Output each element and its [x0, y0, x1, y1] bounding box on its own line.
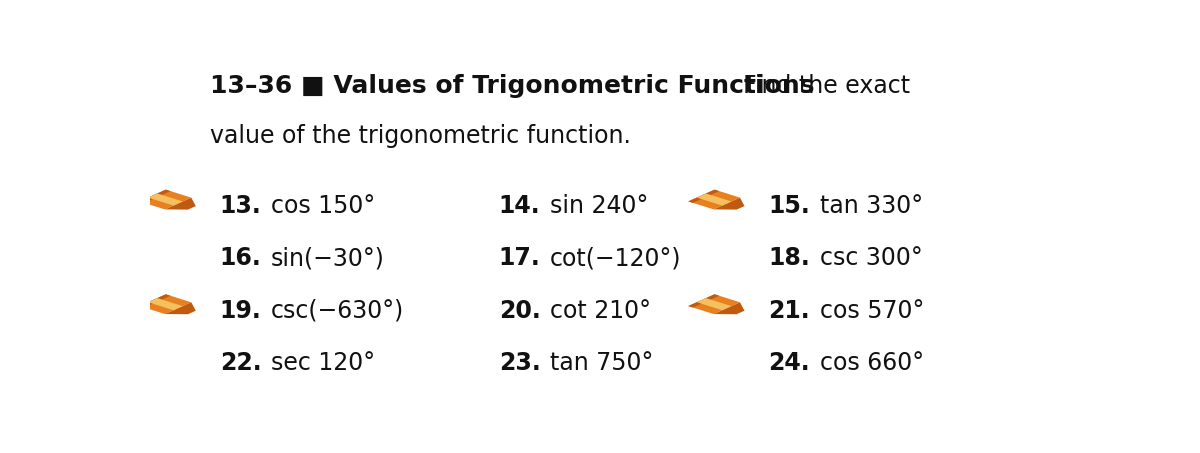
Text: sin(−30°): sin(−30°)	[271, 246, 385, 270]
Text: csc 300°: csc 300°	[820, 246, 923, 270]
Polygon shape	[737, 206, 744, 210]
Text: sin 240°: sin 240°	[550, 194, 648, 218]
Text: cot(−120°): cot(−120°)	[550, 246, 682, 270]
Text: 23.: 23.	[499, 351, 540, 375]
Text: 21.: 21.	[768, 299, 810, 323]
Polygon shape	[139, 294, 170, 308]
Text: 15.: 15.	[768, 194, 810, 218]
Text: 24.: 24.	[768, 351, 810, 375]
Polygon shape	[188, 311, 196, 314]
Text: tan 750°: tan 750°	[550, 351, 653, 375]
Polygon shape	[697, 193, 732, 206]
Text: cos 570°: cos 570°	[820, 299, 924, 323]
Polygon shape	[689, 294, 719, 308]
Polygon shape	[689, 190, 719, 203]
Text: 17.: 17.	[499, 246, 540, 270]
Polygon shape	[737, 311, 744, 314]
Text: 13–36 ■ Values of Trigonometric Functions: 13–36 ■ Values of Trigonometric Function…	[210, 73, 815, 97]
Text: sec 120°: sec 120°	[271, 351, 376, 375]
Polygon shape	[139, 190, 191, 209]
Text: cos 150°: cos 150°	[271, 194, 376, 218]
Text: Find the exact: Find the exact	[743, 73, 911, 97]
Text: csc(−630°): csc(−630°)	[271, 299, 404, 323]
Polygon shape	[148, 193, 182, 206]
Text: 14.: 14.	[499, 194, 540, 218]
Text: 16.: 16.	[220, 246, 262, 270]
Polygon shape	[148, 298, 182, 310]
Polygon shape	[139, 190, 170, 203]
Text: 13.: 13.	[220, 194, 262, 218]
Polygon shape	[139, 294, 191, 314]
Text: value of the trigonometric function.: value of the trigonometric function.	[210, 124, 631, 148]
Polygon shape	[689, 294, 740, 314]
Text: cos 660°: cos 660°	[820, 351, 924, 375]
Text: 22.: 22.	[220, 351, 262, 375]
Text: cot 210°: cot 210°	[550, 299, 650, 323]
Polygon shape	[714, 198, 744, 210]
Text: 18.: 18.	[768, 246, 810, 270]
Polygon shape	[689, 190, 740, 209]
Polygon shape	[164, 302, 196, 314]
Text: tan 330°: tan 330°	[820, 194, 923, 218]
Polygon shape	[697, 298, 732, 310]
Polygon shape	[714, 302, 744, 314]
Text: 20.: 20.	[499, 299, 540, 323]
Text: 19.: 19.	[220, 299, 262, 323]
Polygon shape	[164, 198, 196, 210]
Polygon shape	[188, 206, 196, 210]
